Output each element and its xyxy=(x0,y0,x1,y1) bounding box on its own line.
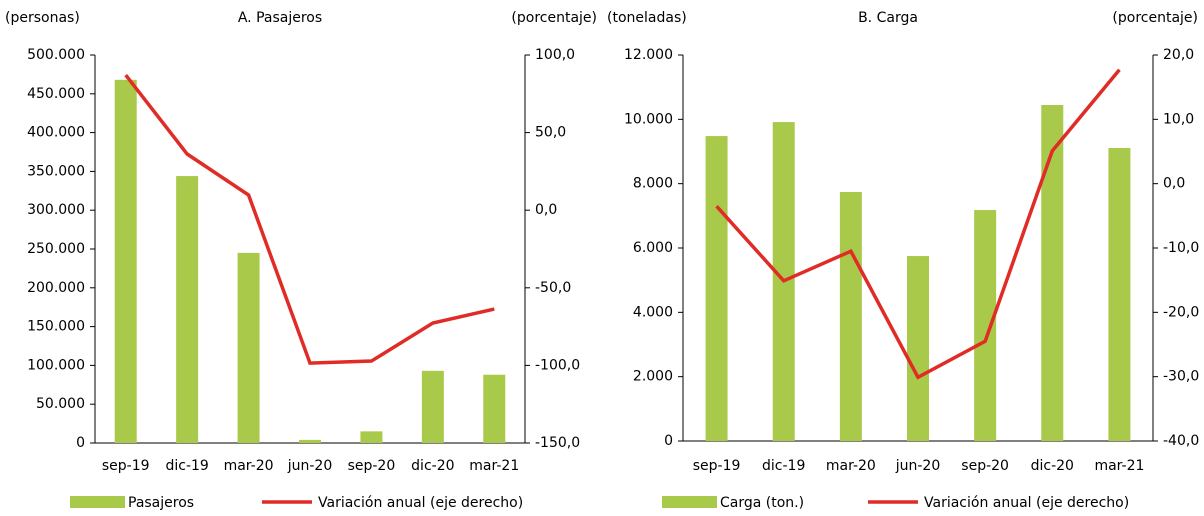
y-tick-label: 200.000 xyxy=(27,280,85,296)
x-tick-label: mar-21 xyxy=(469,458,519,474)
y-tick-label: 500.000 xyxy=(27,47,85,63)
bar xyxy=(705,136,728,441)
legend-label: Variación anual (eje derecho) xyxy=(318,495,523,511)
bar xyxy=(1041,105,1064,441)
x-tick-label: sep-19 xyxy=(693,458,741,474)
y-tick-label: 10.000 xyxy=(624,111,673,127)
x-tick-label: mar-20 xyxy=(826,458,876,474)
y2-tick-label: -50,0 xyxy=(535,280,571,296)
bar xyxy=(839,192,862,441)
y2-tick-label: 20,0 xyxy=(1163,47,1194,63)
legend-label: Pasajeros xyxy=(128,495,194,511)
y2-tick-label: -100,0 xyxy=(535,357,580,373)
y-tick-label: 4.000 xyxy=(633,304,673,320)
y2-axis-label: (porcentaje) xyxy=(511,10,597,26)
y2-tick-label: -40,0 xyxy=(1163,433,1199,449)
bar xyxy=(907,256,929,441)
x-tick-label: mar-21 xyxy=(1094,458,1144,474)
x-tick-label: sep-20 xyxy=(961,458,1009,474)
y-tick-label: 0 xyxy=(76,435,85,451)
x-tick-label: dic-19 xyxy=(165,458,208,474)
x-tick-label: mar-20 xyxy=(224,458,274,474)
chart-title: A. Pasajeros xyxy=(238,10,322,26)
x-tick-label: jun-20 xyxy=(287,458,333,474)
y-tick-label: 6.000 xyxy=(633,240,673,256)
bar xyxy=(360,431,383,443)
legend-swatch xyxy=(662,496,717,508)
x-tick-label: dic-20 xyxy=(411,458,454,474)
y2-tick-label: -10,0 xyxy=(1163,240,1199,256)
bar xyxy=(974,210,997,441)
bar xyxy=(176,176,199,443)
y-tick-label: 450.000 xyxy=(27,86,85,102)
y2-tick-label: -150,0 xyxy=(535,435,580,451)
y-tick-label: 250.000 xyxy=(27,241,85,257)
bar xyxy=(1108,148,1131,441)
bar xyxy=(299,439,321,443)
bar xyxy=(114,79,137,443)
y2-tick-label: -20,0 xyxy=(1163,304,1199,320)
y-tick-label: 300.000 xyxy=(27,202,85,218)
y-tick-label: 0 xyxy=(664,433,673,449)
y2-tick-label: 0,0 xyxy=(1163,176,1185,192)
y-tick-label: 100.000 xyxy=(27,357,85,373)
x-tick-label: jun-20 xyxy=(895,458,941,474)
legend-swatch xyxy=(70,496,125,508)
x-tick-label: dic-20 xyxy=(1031,458,1074,474)
x-tick-label: sep-20 xyxy=(348,458,396,474)
y-tick-label: 2.000 xyxy=(633,369,673,385)
y2-axis-label: (porcentaje) xyxy=(1112,10,1198,26)
y-tick-label: 400.000 xyxy=(27,125,85,141)
line xyxy=(124,73,495,365)
y2-tick-label: 50,0 xyxy=(535,125,566,141)
x-tick-label: sep-19 xyxy=(102,458,150,474)
bar xyxy=(237,252,260,443)
y2-tick-label: -30,0 xyxy=(1163,369,1199,385)
y-axis-label: (toneladas) xyxy=(607,10,687,26)
y-axis-label: (personas) xyxy=(5,10,80,26)
y-tick-label: 8.000 xyxy=(633,176,673,192)
y2-tick-label: 10,0 xyxy=(1163,111,1194,127)
x-tick-label: dic-19 xyxy=(762,458,805,474)
legend-label: Carga (ton.) xyxy=(720,495,804,511)
y-tick-label: 12.000 xyxy=(624,47,673,63)
y-tick-label: 150.000 xyxy=(27,319,85,335)
y-tick-label: 350.000 xyxy=(27,163,85,179)
chart-title: B. Carga xyxy=(858,10,918,26)
y-tick-label: 50.000 xyxy=(36,396,85,412)
legend-label: Variación anual (eje derecho) xyxy=(924,495,1129,511)
bar xyxy=(483,374,506,443)
y2-tick-label: 0,0 xyxy=(535,202,557,218)
y2-tick-label: 100,0 xyxy=(535,47,575,63)
bar xyxy=(421,370,444,443)
line xyxy=(715,68,1121,380)
